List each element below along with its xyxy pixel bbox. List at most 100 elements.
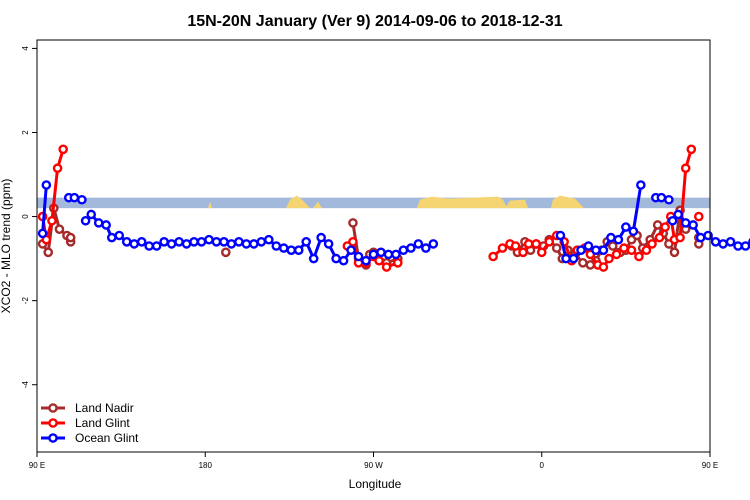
axes: 90 E 180 90 W 0 90 E -4 -2 0 2 4 [21,46,718,470]
data-point [361,255,371,266]
legend-item: Land Nadir [41,401,134,415]
data-point [675,232,685,243]
data-point [37,228,48,239]
plot-frame [36,39,711,453]
data-point [41,180,52,190]
data-point [374,255,384,266]
data-point [510,241,521,251]
data-point [316,232,326,243]
data-point [613,234,624,245]
data-point [129,239,140,249]
data-point [428,239,439,249]
data-point [301,236,312,247]
data-point [234,236,244,247]
data-point [710,236,721,247]
legend-item: Ocean Glint [41,431,139,445]
data-point [664,194,674,205]
data-point [196,236,207,247]
data-point [555,230,566,241]
land-shape [313,201,322,209]
data-point [561,253,571,264]
legend-marker [48,418,58,428]
data-point [43,247,54,258]
data-point [647,239,657,249]
land-shape [505,199,528,209]
data-point [619,243,629,253]
data-point [338,255,349,266]
data-point [77,194,87,205]
data-point [219,236,229,247]
data-point [406,243,416,253]
data-point [673,209,684,220]
data-point [54,224,65,234]
data-point [144,241,154,251]
data-point [381,262,392,272]
data-point [628,226,639,237]
data-point [497,243,508,253]
legend-label: Land Nadir [75,401,134,415]
data-point [641,245,652,256]
data-point [323,239,334,249]
x-tick-label: 180 [199,461,213,470]
land-shape [208,201,212,209]
data-point [65,232,76,243]
data-point [667,215,678,226]
data-point [114,230,125,241]
x-tick-label: 90 W [364,461,383,470]
data-point [598,245,609,256]
data-point [348,236,358,247]
y-tick-label: -2 [21,297,30,305]
data-point [353,251,364,262]
data-point [680,218,691,228]
land-shape [551,195,584,209]
series-line [41,184,48,234]
data-point [733,241,743,251]
data-point [221,247,231,258]
data-point [241,239,252,249]
y-tick-label: 2 [21,130,30,135]
y-tick-label: -4 [21,381,30,389]
data-point [693,211,704,222]
data-point [583,241,594,251]
data-point [226,239,237,249]
data-point [652,220,663,230]
x-tick-label: 0 [540,461,545,470]
data-point [636,180,646,190]
data-point [598,262,609,272]
data-point [181,239,192,249]
data-point [69,192,80,203]
legend-item: Land Glint [41,416,130,430]
data-point [686,144,697,155]
data-point [591,245,601,256]
data-point [376,247,386,258]
data-point [174,236,184,247]
data-point [421,243,431,253]
data-point [611,249,622,260]
data-point [151,241,162,251]
data-point [718,239,728,249]
data-point [348,218,358,228]
data-point [47,215,57,226]
x-axis-label: Longitude [349,477,402,491]
data-point [725,236,736,247]
data-point [626,245,637,256]
data-point [278,243,289,253]
data-point [204,234,214,245]
data-point [604,253,614,264]
y-tick-label: 0 [21,214,30,219]
data-point [368,249,379,260]
legend-marker [48,433,58,443]
data-point [331,253,341,264]
legend-marker [48,403,58,413]
data-point [264,234,274,245]
data-point [383,249,394,260]
data-point [249,239,259,249]
data-point [93,218,104,228]
data-point [680,163,691,174]
series-layer [37,144,750,272]
data-point [86,209,97,220]
data-point [607,241,618,251]
data-point [488,251,498,262]
data-point [271,241,282,251]
